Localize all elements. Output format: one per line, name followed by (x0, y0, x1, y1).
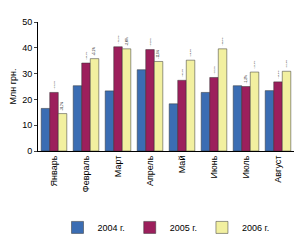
svg-text:30: 30 (22, 69, 32, 79)
svg-text:-1,2%: -1,2% (244, 75, 248, 84)
svg-text:+25,5%: +25,5% (213, 65, 216, 74)
svg-text:50: 50 (22, 17, 32, 27)
svg-text:-2,0%: -2,0% (125, 37, 129, 46)
svg-text:+24,8%: +24,8% (149, 37, 152, 46)
svg-text:Июль: Июль (241, 155, 251, 178)
svg-text:Февраль: Февраль (81, 155, 91, 192)
svg-text:+28,5%: +28,5% (189, 48, 192, 57)
svg-text:0: 0 (27, 146, 32, 156)
svg-text:+38,9%: +38,9% (221, 37, 224, 46)
svg-text:-11,6%: -11,6% (156, 49, 160, 58)
svg-text:2004 г.: 2004 г. (98, 223, 125, 233)
svg-text:Август: Август (273, 156, 283, 183)
svg-text:Млн грн.: Млн грн. (8, 69, 18, 105)
svg-text:Июнь: Июнь (209, 155, 219, 178)
svg-text:+73,5%: +73,5% (117, 34, 120, 43)
svg-text:40: 40 (22, 43, 32, 53)
svg-text:+49,7%: +49,7% (181, 68, 184, 77)
svg-text:+5,1%: +5,1% (92, 47, 96, 56)
svg-text:Май: Май (177, 156, 187, 174)
svg-text:+14,6%: +14,6% (277, 70, 280, 79)
svg-text:+15,4%: +15,4% (285, 59, 288, 68)
svg-text:+34,7%: +34,7% (85, 51, 88, 60)
svg-text:Март: Март (113, 156, 123, 178)
svg-text:2006 г.: 2006 г. (242, 223, 269, 233)
svg-text:+22,5%: +22,5% (253, 60, 256, 69)
svg-text:+37,9%: +37,9% (53, 80, 56, 89)
svg-text:-36,2%: -36,2% (60, 101, 64, 110)
svg-text:10: 10 (22, 120, 32, 130)
svg-text:Январь: Январь (49, 155, 59, 186)
svg-text:20: 20 (22, 95, 32, 105)
svg-text:Апрель: Апрель (145, 155, 155, 186)
svg-text:2005 г.: 2005 г. (170, 223, 197, 233)
